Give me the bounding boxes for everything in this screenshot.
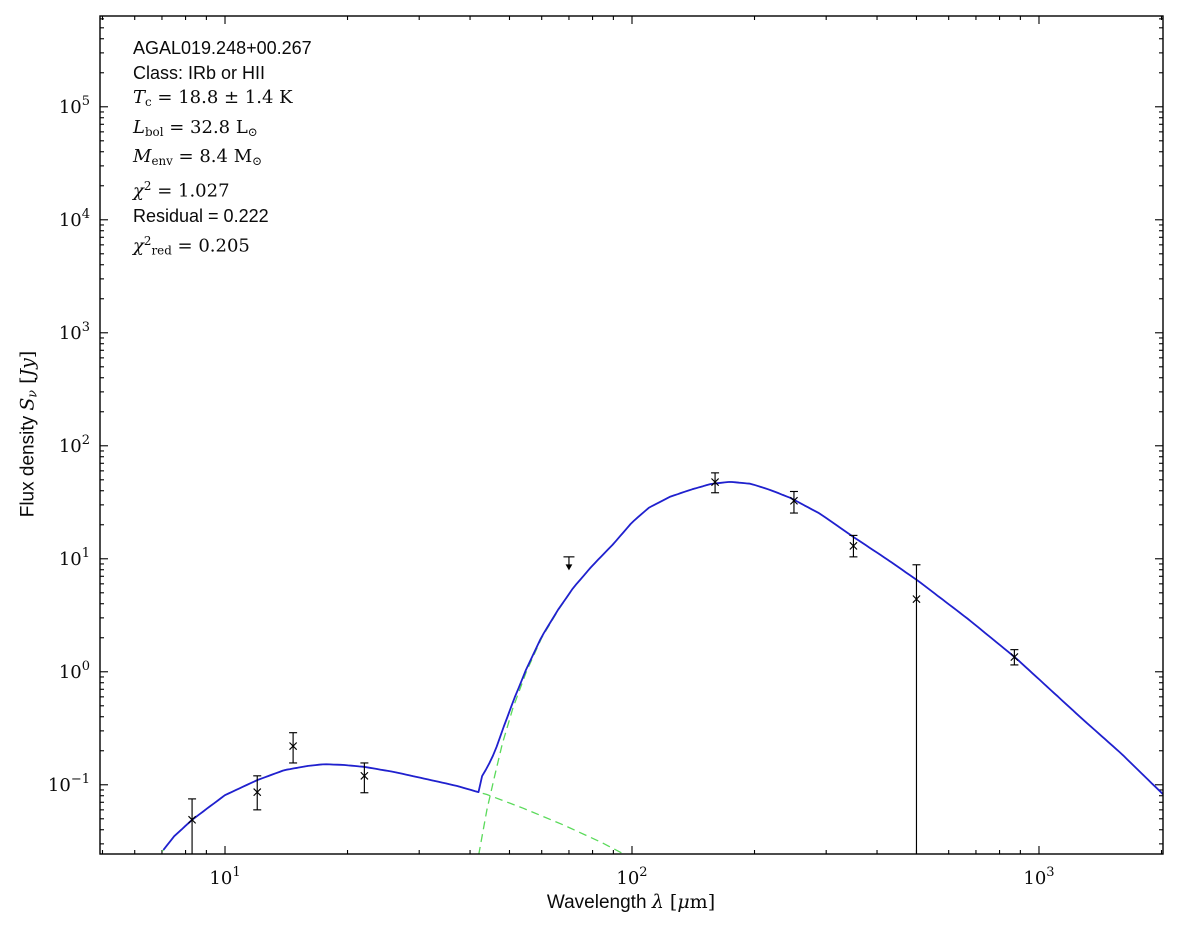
plot-frame (99, 15, 1164, 855)
text-segment: = 1.027 (151, 180, 230, 202)
text-segment: Residual = 0.222 (133, 206, 269, 226)
data-point (789, 490, 798, 514)
chi-squared-reduced: χ2red = 0.205 (133, 229, 312, 263)
text-segment: Flux density (17, 410, 39, 518)
x-axis-label: Wavelength λ [μm] (547, 891, 715, 914)
text-segment: 2 (143, 233, 152, 248)
x-marker (253, 788, 262, 797)
text-segment: c (145, 95, 152, 110)
x-marker (849, 541, 858, 550)
text-segment: χ (133, 235, 144, 257)
text-segment: ⊙ (252, 154, 263, 169)
text-segment: bol (144, 124, 164, 139)
text-segment: μ (677, 891, 690, 913)
text-segment: χ (133, 180, 144, 202)
model-curves (159, 481, 1163, 854)
source-name: AGAL019.248+00.267 (133, 36, 312, 61)
chi-squared: χ2 = 1.027 (133, 174, 312, 204)
data-point (912, 564, 921, 854)
y-tick-label: 10−1 (48, 772, 90, 796)
x-marker (188, 815, 197, 824)
text-segment: 2 (143, 178, 152, 193)
dust-temperature: Tc = 18.8 ± 1.4 K (133, 85, 312, 115)
text-segment: red (151, 243, 172, 258)
y-tick-label: 101 (59, 546, 90, 570)
x-marker (289, 742, 298, 751)
text-segment: Wavelength (546, 892, 652, 913)
envelope-mass: Menv = 8.4 M⊙ (133, 144, 312, 174)
data-point (1010, 649, 1019, 666)
text-segment: ⊙ (247, 124, 258, 139)
text-segment: L (133, 116, 145, 138)
data-point (711, 472, 720, 494)
text-segment: = 18.8 ± 1.4 K (151, 87, 293, 109)
x-marker (360, 771, 369, 780)
y-tick-label: 104 (59, 207, 90, 231)
text-segment: = 32.8 L (163, 116, 248, 138)
residual: Residual = 0.222 (133, 204, 312, 229)
data-point (188, 798, 197, 854)
tick-labels: 101 102 103 10−1 100 101 102 103 104 105 (48, 94, 1055, 889)
y-tick-label: 103 (59, 320, 90, 344)
model-total-curve (162, 481, 1163, 851)
data-point (253, 775, 262, 811)
text-segment: AGAL019.248+00.267 (133, 38, 312, 58)
x-tick-label: 101 (209, 865, 240, 889)
text-segment: [ (16, 376, 39, 390)
data-point (563, 556, 575, 571)
text-segment: Class: IRb or HII (133, 62, 266, 83)
x-marker (711, 478, 720, 487)
classification: Class: IRb or HII (133, 61, 312, 86)
text-segment: env (151, 154, 173, 169)
y-axis-label: Flux density Sν [Jy] (16, 351, 39, 518)
data-point (289, 732, 298, 764)
data-point (360, 762, 369, 794)
text-segment: T (133, 87, 146, 109)
y-tick-label: 105 (59, 94, 90, 118)
text-segment: [ (663, 891, 678, 913)
x-marker (1010, 653, 1019, 662)
text-segment: M (133, 146, 152, 168)
data-point (849, 534, 858, 558)
text-segment: = 8.4 M (172, 146, 253, 168)
text-segment: Jy (16, 358, 39, 377)
cold-component-curve (478, 481, 1163, 854)
text-segment: ν (24, 389, 40, 398)
text-segment: λ (651, 891, 664, 913)
text-segment: = 0.205 (171, 235, 250, 257)
x-tick-label: 103 (1023, 865, 1054, 889)
text-segment: S (16, 397, 39, 411)
x-marker (912, 595, 921, 604)
down-arrow-icon (565, 564, 573, 571)
text-segment: ] (16, 350, 39, 359)
fit-annotation-block: AGAL019.248+00.267 Class: IRb or HII Tc = … (133, 36, 312, 263)
bolometric-luminosity: Lbol = 32.8 L⊙ (133, 115, 312, 145)
data-points (188, 472, 1019, 854)
text-segment: m] (689, 891, 716, 913)
y-tick-label: 100 (59, 659, 90, 683)
y-tick-label: 102 (59, 433, 90, 457)
x-marker (789, 496, 798, 505)
x-tick-label: 102 (616, 865, 647, 889)
